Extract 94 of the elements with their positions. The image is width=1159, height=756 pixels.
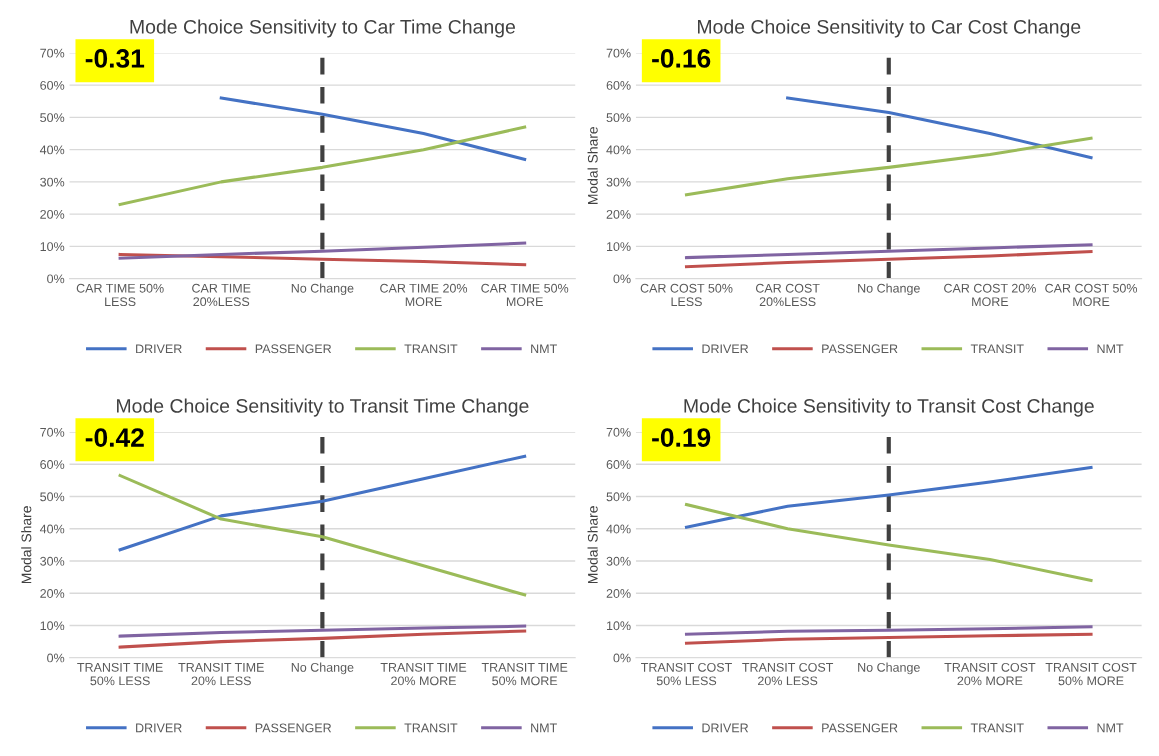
- annotation: -0.19: [652, 428, 711, 447]
- x-tick-label: CAR TIME 20%LESS: [192, 283, 251, 307]
- x-tick-label: No Change: [291, 662, 354, 675]
- x-tick-label: CAR COST 20% MORE: [944, 283, 1036, 307]
- y-tick-label: 30%: [40, 556, 65, 566]
- y-tick-label: 40%: [606, 145, 631, 155]
- x-tick-label: CAR TIME 50% MORE: [481, 283, 569, 307]
- x-tick-label: CAR TIME 50% LESS: [76, 283, 164, 307]
- y-tick-label: 70%: [606, 48, 631, 58]
- legend-label: PASSENGER: [255, 723, 332, 733]
- x-tick-label: No Change: [858, 662, 920, 675]
- line-series: [684, 243, 1093, 260]
- x-tick-label: TRANSIT TIME 50% MORE: [481, 662, 568, 686]
- y-axis-title: Modal Share: [587, 506, 598, 584]
- x-tick-label: TRANSIT COST 50% MORE: [1045, 662, 1137, 686]
- y-tick-label: 0%: [613, 274, 631, 284]
- y-tick-label: 10%: [606, 621, 631, 631]
- x-tick-label: TRANSIT TIME 20% MORE: [380, 662, 467, 686]
- line-series: [684, 249, 1093, 269]
- y-tick-label: 30%: [606, 177, 631, 187]
- y-tick-label: 50%: [606, 113, 631, 123]
- chart-title: Mode Choice Sensitivity to Transit Time Change: [117, 398, 529, 417]
- x-tick-label: No Change: [291, 283, 354, 296]
- line-series: [219, 96, 527, 161]
- x-tick-label: CAR COST 50% LESS: [640, 283, 733, 307]
- y-tick-label: 20%: [606, 209, 631, 219]
- line-series: [118, 454, 527, 552]
- line-series: [118, 474, 527, 597]
- x-tick-label: TRANSIT COST 20% LESS: [742, 662, 834, 686]
- y-tick-label: 40%: [606, 524, 631, 534]
- y-tick-label: 10%: [606, 242, 631, 252]
- line-series: [118, 629, 527, 649]
- y-tick-label: 0%: [47, 274, 65, 284]
- y-tick-label: 40%: [39, 524, 65, 534]
- y-tick-label: 40%: [39, 145, 65, 155]
- y-tick-label: 60%: [40, 460, 65, 469]
- line-series: [684, 632, 1093, 645]
- x-tick-label: TRANSIT COST 50% LESS: [641, 662, 732, 686]
- y-axis-title: Modal Share: [21, 506, 32, 584]
- x-tick-label: CAR TIME 20% MORE: [380, 283, 468, 307]
- legend-label: DRIVER: [136, 723, 182, 733]
- legend-label: DRIVER: [136, 344, 182, 354]
- line-series: [118, 624, 527, 638]
- legend-label: TRANSIT: [970, 723, 1024, 733]
- y-tick-label: 30%: [40, 177, 65, 187]
- annotation: -0.42: [85, 428, 144, 447]
- line-series: [786, 96, 1093, 160]
- legend-label: NMT: [531, 723, 557, 733]
- legend-label: DRIVER: [702, 344, 749, 354]
- legend-label: TRANSIT: [404, 723, 458, 733]
- y-tick-label: 50%: [606, 492, 631, 502]
- legend-label: PASSENGER: [822, 723, 898, 733]
- y-tick-label: 60%: [606, 80, 631, 90]
- chart-title: Mode Choice Sensitivity to Car Cost Change: [698, 19, 1081, 38]
- y-tick-label: 10%: [40, 621, 65, 631]
- line-series: [118, 241, 527, 260]
- y-tick-label: 20%: [40, 209, 65, 219]
- legend-label: PASSENGER: [255, 344, 332, 354]
- annotation: -0.16: [652, 49, 711, 68]
- legend-label: PASSENGER: [822, 344, 898, 354]
- x-tick-label: CAR COST 50% MORE: [1045, 283, 1138, 307]
- chart-title: Mode Choice Sensitivity to Transit Cost Change: [684, 398, 1094, 417]
- y-tick-label: 50%: [40, 492, 65, 502]
- y-tick-label: 30%: [606, 556, 631, 566]
- legend-label: TRANSIT: [970, 344, 1024, 354]
- line-series: [118, 125, 527, 206]
- chart-title: Mode Choice Sensitivity to Car Time Change: [130, 19, 515, 38]
- legend-label: NMT: [1097, 723, 1124, 733]
- x-tick-label: TRANSIT TIME 20% LESS: [178, 662, 264, 686]
- y-tick-label: 20%: [40, 589, 65, 598]
- annotation: -0.31: [85, 49, 145, 68]
- y-tick-label: 70%: [40, 48, 65, 58]
- legend-label: DRIVER: [702, 723, 749, 733]
- y-tick-label: 20%: [606, 589, 631, 598]
- line-series: [684, 465, 1093, 529]
- x-tick-label: No Change: [858, 283, 920, 296]
- x-tick-label: CAR COST 20%LESS: [755, 283, 820, 307]
- x-tick-label: TRANSIT COST 20% MORE: [944, 662, 1036, 686]
- y-tick-label: 70%: [40, 427, 65, 437]
- y-tick-label: 10%: [40, 242, 65, 252]
- y-tick-label: 0%: [613, 653, 631, 663]
- y-axis-title: Modal Share: [587, 127, 598, 204]
- line-series: [684, 503, 1093, 582]
- line-series: [684, 136, 1093, 197]
- legend-label: NMT: [531, 344, 557, 354]
- line-series: [684, 625, 1093, 636]
- legend-label: NMT: [1097, 344, 1124, 354]
- y-tick-label: 0%: [47, 653, 65, 663]
- y-tick-label: 60%: [606, 460, 631, 469]
- legend-label: TRANSIT: [404, 344, 458, 354]
- x-tick-label: TRANSIT TIME 50% LESS: [77, 662, 163, 686]
- y-tick-label: 50%: [40, 113, 65, 123]
- y-tick-label: 70%: [606, 427, 631, 437]
- y-tick-label: 60%: [40, 80, 65, 90]
